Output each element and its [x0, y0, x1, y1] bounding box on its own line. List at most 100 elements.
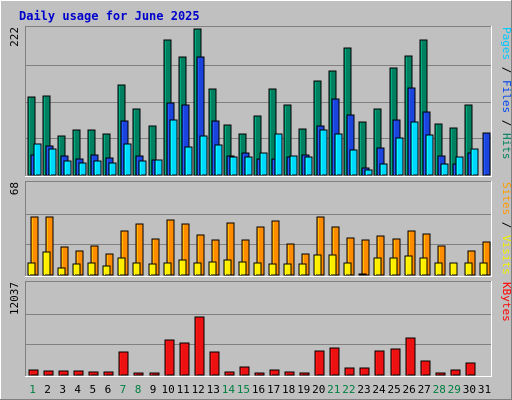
bar-pages-20 [319, 129, 328, 176]
legend-entry: / [500, 215, 512, 235]
bar-sites-26 [404, 255, 413, 276]
bar-pages-6 [108, 162, 117, 176]
bar-kbytes-9 [149, 372, 160, 376]
bar-sites-9 [148, 263, 157, 276]
bar-sites-22 [343, 262, 352, 276]
bar-kbytes-16 [254, 372, 265, 376]
bar-sites-19 [298, 263, 307, 276]
bar-kbytes-21 [329, 347, 340, 376]
chart-panels: 222 Pages / Files / Hits 68 Sites / Visits 1… [8, 26, 512, 377]
bar-pages-17 [274, 133, 283, 176]
bar-pages-24 [379, 163, 388, 176]
day-label-20: 20 [312, 383, 325, 396]
day-label-31: 31 [478, 383, 491, 396]
bar-pages-29 [455, 156, 464, 176]
bar-kbytes-4 [73, 370, 84, 376]
bar-sites-24 [373, 257, 382, 276]
legend-entry: Visits [500, 235, 512, 275]
day-label-16: 16 [252, 383, 265, 396]
legend-entry: KBytes [500, 282, 512, 322]
bar-sites-18 [283, 263, 292, 276]
bar-files-31 [482, 132, 491, 176]
day-label-6: 6 [105, 383, 112, 396]
day-label-9: 9 [150, 383, 157, 396]
bar-sites-21 [328, 254, 337, 276]
bar-sites-31 [479, 262, 488, 276]
bar-sites-13 [208, 261, 217, 276]
day-label-3: 3 [59, 383, 66, 396]
bar-kbytes-15 [239, 366, 250, 376]
bar-sites-4 [72, 263, 81, 276]
bar-pages-27 [425, 134, 434, 176]
bar-pages-9 [154, 159, 163, 176]
bar-kbytes-24 [374, 350, 385, 376]
bar-sites-7 [117, 257, 126, 276]
bar-pages-11 [184, 146, 193, 176]
bar-kbytes-14 [224, 371, 235, 376]
panel-kbytes: 12037 KBytes [8, 281, 512, 377]
bar-pages-19 [304, 156, 313, 176]
bar-kbytes-6 [103, 371, 114, 376]
day-label-23: 23 [357, 383, 370, 396]
bar-pages-22 [349, 149, 358, 176]
legend-entry: Hits [500, 133, 512, 160]
legend-entry: Pages [500, 27, 512, 60]
bar-sites-14 [223, 259, 232, 276]
bar-kbytes-22 [344, 367, 355, 376]
bar-sites-6 [102, 265, 111, 276]
bar-kbytes-23 [359, 367, 370, 376]
series-kbytes [28, 316, 476, 376]
day-label-1: 1 [29, 383, 36, 396]
day-label-28: 28 [433, 383, 446, 396]
bar-sites-2 [42, 251, 51, 276]
bar-sites-10 [163, 262, 172, 276]
series-visits [30, 216, 491, 276]
bar-kbytes-2 [43, 370, 54, 376]
day-label-27: 27 [418, 383, 431, 396]
day-label-2: 2 [44, 383, 51, 396]
legend-entry: / [500, 60, 512, 80]
legend-kbytes: KBytes [500, 282, 512, 322]
bar-sites-17 [268, 263, 277, 276]
bar-sites-8 [132, 262, 141, 276]
bar-kbytes-11 [179, 342, 190, 376]
bar-kbytes-10 [164, 339, 175, 376]
bar-kbytes-3 [58, 370, 69, 376]
y-max-label: 12037 [8, 282, 21, 315]
bar-pages-1 [33, 143, 42, 176]
day-label-29: 29 [448, 383, 461, 396]
bar-pages-23 [364, 169, 373, 176]
bar-kbytes-7 [118, 351, 129, 376]
bar-sites-30 [464, 262, 473, 276]
series-sites [27, 251, 488, 276]
day-label-4: 4 [74, 383, 81, 396]
day-label-14: 14 [222, 383, 236, 396]
bar-sites-15 [238, 261, 247, 276]
series-pages [33, 119, 479, 176]
day-label-7: 7 [120, 383, 127, 396]
bar-kbytes-18 [284, 371, 295, 376]
day-label-19: 19 [297, 383, 310, 396]
day-label-30: 30 [463, 383, 476, 396]
day-label-21: 21 [327, 383, 340, 396]
legend-entry: Sites [500, 182, 512, 215]
day-label-12: 12 [192, 383, 205, 396]
bar-kbytes-30 [465, 362, 476, 376]
panel-visits-sites: 68 Sites / Visits [8, 181, 512, 277]
legend-entry: / [500, 113, 512, 133]
legend-entry: Files [500, 80, 512, 113]
bar-pages-18 [289, 155, 298, 176]
bar-kbytes-8 [133, 372, 144, 376]
bar-sites-11 [178, 259, 187, 276]
bar-kbytes-12 [194, 316, 205, 376]
bar-kbytes-20 [314, 350, 325, 376]
bar-pages-4 [78, 162, 87, 176]
bar-sites-28 [434, 262, 443, 276]
bar-sites-25 [389, 257, 398, 276]
day-label-5: 5 [89, 383, 96, 396]
bar-sites-20 [313, 254, 322, 276]
bar-pages-5 [93, 160, 102, 176]
day-label-15: 15 [237, 383, 250, 396]
x-axis-day-labels: 1 2 3 4 5 6 7 8 9 10 11 12 13 14 15 16 17 18 19 20 21 22 23 24 2… [29, 383, 491, 396]
